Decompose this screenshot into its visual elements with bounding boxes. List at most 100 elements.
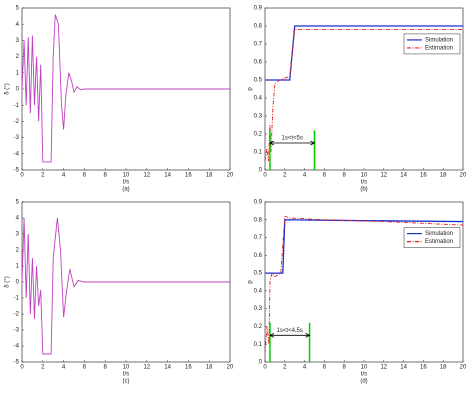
y-tick-label: 1	[16, 70, 20, 76]
x-tick-label: 18	[440, 365, 447, 371]
y-tick-label: 0	[16, 87, 20, 93]
y-tick-label: -2	[14, 312, 20, 318]
y-tick-label: -4	[14, 151, 20, 157]
x-tick-label: 10	[123, 173, 130, 179]
x-tick-label: 6	[83, 365, 87, 371]
y-tick-label: 0.9	[254, 6, 263, 12]
data-line	[265, 219, 464, 274]
y-tick-label: 0.4	[254, 96, 263, 102]
x-tick-label: 8	[104, 365, 108, 371]
annotation-text: 1s<t<5s	[282, 136, 303, 142]
y-tick-label: 0.2	[254, 132, 263, 138]
legend-box	[403, 227, 461, 248]
data-line	[21, 217, 230, 355]
caption: (c)	[123, 379, 130, 385]
x-tick-label: 8	[343, 365, 347, 371]
x-tick-label: 14	[164, 173, 171, 179]
x-tick-label: 6	[323, 173, 327, 179]
x-tick-label: 10	[361, 365, 368, 371]
caption: (a)	[122, 187, 129, 193]
x-tick-label: 10	[361, 173, 368, 179]
y-tick-label: -5	[14, 168, 20, 174]
x-tick-label: 12	[143, 173, 150, 179]
y-tick-label: 0.4	[254, 288, 263, 294]
y-tick-label: 0.1	[254, 342, 263, 348]
x-tick-label: 18	[440, 173, 447, 179]
y-tick-label: 0.9	[254, 200, 263, 206]
y-tick-label: 0.5	[254, 78, 263, 84]
caption: (d)	[360, 379, 367, 385]
y-tick-label: 0.7	[254, 235, 263, 241]
y-tick-label: 0.3	[254, 114, 263, 120]
x-tick-label: 16	[185, 173, 192, 179]
y-tick-label: 4	[16, 22, 20, 28]
y-tick-label: 3	[16, 38, 20, 44]
y-tick-label: 0	[259, 360, 263, 366]
x-tick-label: 20	[460, 365, 467, 371]
caption: (b)	[360, 187, 367, 193]
y-tick-label: 2	[16, 54, 20, 60]
y-tick-label: 2	[16, 248, 20, 254]
y-tick-label: 0.5	[254, 271, 263, 277]
y-axis-label: p	[248, 87, 254, 91]
x-tick-label: 6	[323, 365, 327, 371]
y-tick-label: -4	[14, 344, 20, 350]
y-tick-label: 0.2	[254, 324, 263, 330]
annotation-arrow	[269, 332, 311, 338]
x-tick-label: 20	[227, 365, 234, 371]
y-tick-label: 5	[16, 200, 20, 206]
x-tick-label: 0	[263, 173, 267, 179]
y-tick-label: 0.7	[254, 42, 263, 48]
x-axis-label: t/s	[361, 180, 367, 186]
x-tick-label: 6	[83, 173, 87, 179]
x-tick-label: 12	[380, 173, 387, 179]
y-tick-label: 0.1	[254, 150, 263, 156]
y-tick-label: 3	[16, 232, 20, 238]
y-tick-label: -3	[14, 328, 20, 334]
y-tick-label: 0.8	[254, 217, 263, 223]
x-tick-label: 20	[227, 173, 234, 179]
x-tick-label: 16	[185, 365, 192, 371]
y-tick-label: 5	[16, 6, 20, 12]
x-tick-label: 0	[263, 365, 267, 371]
y-tick-label: -1	[14, 296, 20, 302]
y-tick-label: 0.6	[254, 253, 263, 259]
data-line	[265, 25, 463, 81]
x-axis-label: t/s	[361, 372, 367, 378]
y-axis-label: δ (°)	[5, 276, 11, 287]
y-tick-label: 0.8	[254, 24, 263, 30]
x-axis-label: t/s	[123, 372, 129, 378]
legend-box	[403, 33, 461, 55]
legend-label: Simulation	[425, 231, 453, 237]
y-tick-label: 0.6	[254, 60, 263, 66]
x-tick-label: 0	[20, 365, 24, 371]
x-tick-label: 2	[283, 173, 287, 179]
x-tick-label: 20	[460, 173, 467, 179]
x-axis-label: t/s	[123, 180, 129, 186]
y-axis-label: p	[248, 280, 254, 284]
x-tick-label: 2	[283, 365, 287, 371]
legend-label: Estimation	[425, 45, 453, 51]
x-tick-label: 2	[41, 173, 45, 179]
x-tick-label: 14	[400, 173, 407, 179]
y-tick-label: -2	[14, 119, 20, 125]
y-tick-label: 0.3	[254, 306, 263, 312]
legend-label: Estimation	[425, 239, 453, 245]
y-axis-label: δ (°)	[5, 83, 11, 94]
x-tick-label: 18	[206, 365, 213, 371]
x-tick-label: 4	[62, 173, 66, 179]
x-tick-label: 4	[303, 365, 307, 371]
y-tick-label: 1	[16, 264, 20, 270]
x-tick-label: 0	[20, 173, 24, 179]
x-tick-label: 2	[41, 365, 45, 371]
x-tick-label: 16	[420, 365, 427, 371]
y-tick-label: 0	[259, 168, 263, 174]
x-tick-label: 12	[143, 365, 150, 371]
x-tick-label: 4	[62, 365, 66, 371]
x-tick-label: 18	[206, 173, 213, 179]
x-tick-label: 14	[164, 365, 171, 371]
x-tick-label: 16	[420, 173, 427, 179]
x-tick-label: 12	[380, 365, 387, 371]
